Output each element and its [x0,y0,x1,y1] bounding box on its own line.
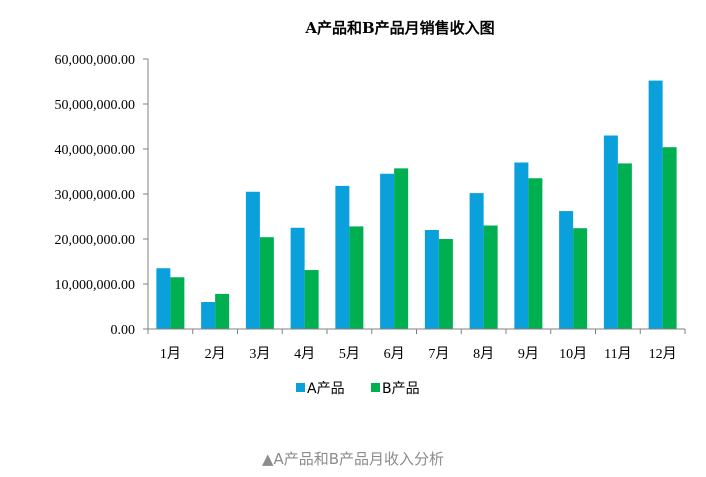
bar-b-8 [483,225,498,329]
bar-b-4 [304,270,319,329]
bar-a-6 [380,173,395,329]
x-axis: 1月 2月 3月 4月 5月 6月 7月 8月 9月 10月 11月 12月 [147,328,686,362]
x-tick-label: 9月 [518,346,539,362]
y-tick-label: 20,000,000.00 [55,233,136,248]
y-tick-label: 30,000,000.00 [55,188,136,203]
y-tick-label: 40,000,000.00 [55,143,136,158]
x-tick-label: 12月 [649,346,677,362]
legend-label-b: B产品 [382,381,420,397]
bar-a-7 [424,230,439,329]
bar-a-11 [603,135,618,329]
bar-a-12 [648,80,663,329]
bar-a-9 [514,162,529,329]
y-tick-label: 10,000,000.00 [55,278,136,293]
bar-a-1 [156,268,171,329]
figure-caption: ▲A产品和B产品月收入分析 [261,450,445,468]
x-tick-label: 3月 [249,346,270,362]
bar-b-7 [438,239,453,329]
legend-swatch-b [371,383,380,392]
y-axis: 0.00 10,000,000.00 20,000,000.00 30,000,000… [55,53,149,338]
x-tick-label: 2月 [205,346,226,362]
bar-chart: A产品和B产品月销售收入图 0.00 10,000,000.00 20,000,00… [55,19,686,397]
x-tick-label: 7月 [428,346,449,362]
x-tick-label: 5月 [339,346,360,362]
x-tick-label: 8月 [473,346,494,362]
bar-a-10 [559,211,574,329]
x-tick-label: 10月 [559,346,587,362]
bar-b-2 [215,293,230,329]
legend-swatch-a [296,383,305,392]
bar-b-11 [617,163,632,329]
bar-b-12 [662,147,677,329]
y-tick-label: 0.00 [111,323,136,338]
bar-a-3 [245,191,260,329]
bar-b-3 [259,237,274,329]
x-tick-label: 4月 [294,346,315,362]
bar-b-1 [170,277,185,329]
x-tick-label: 6月 [384,346,405,362]
bar-a-5 [335,185,350,329]
bar-b-6 [394,168,409,329]
bar-a-4 [290,227,305,329]
bars [156,80,677,329]
y-tick-label: 50,000,000.00 [55,98,136,113]
legend: A产品 B产品 [296,381,420,397]
bar-b-9 [528,178,543,329]
chart-title: A产品和B产品月销售收入图 [304,19,494,37]
bar-a-2 [201,302,216,329]
bar-b-10 [573,228,588,329]
legend-label-a: A产品 [307,381,345,397]
x-tick-label: 11月 [604,346,631,362]
bar-a-8 [469,193,484,329]
bar-b-5 [349,226,364,329]
x-tick-label: 1月 [160,346,181,362]
y-tick-label: 60,000,000.00 [55,53,136,68]
